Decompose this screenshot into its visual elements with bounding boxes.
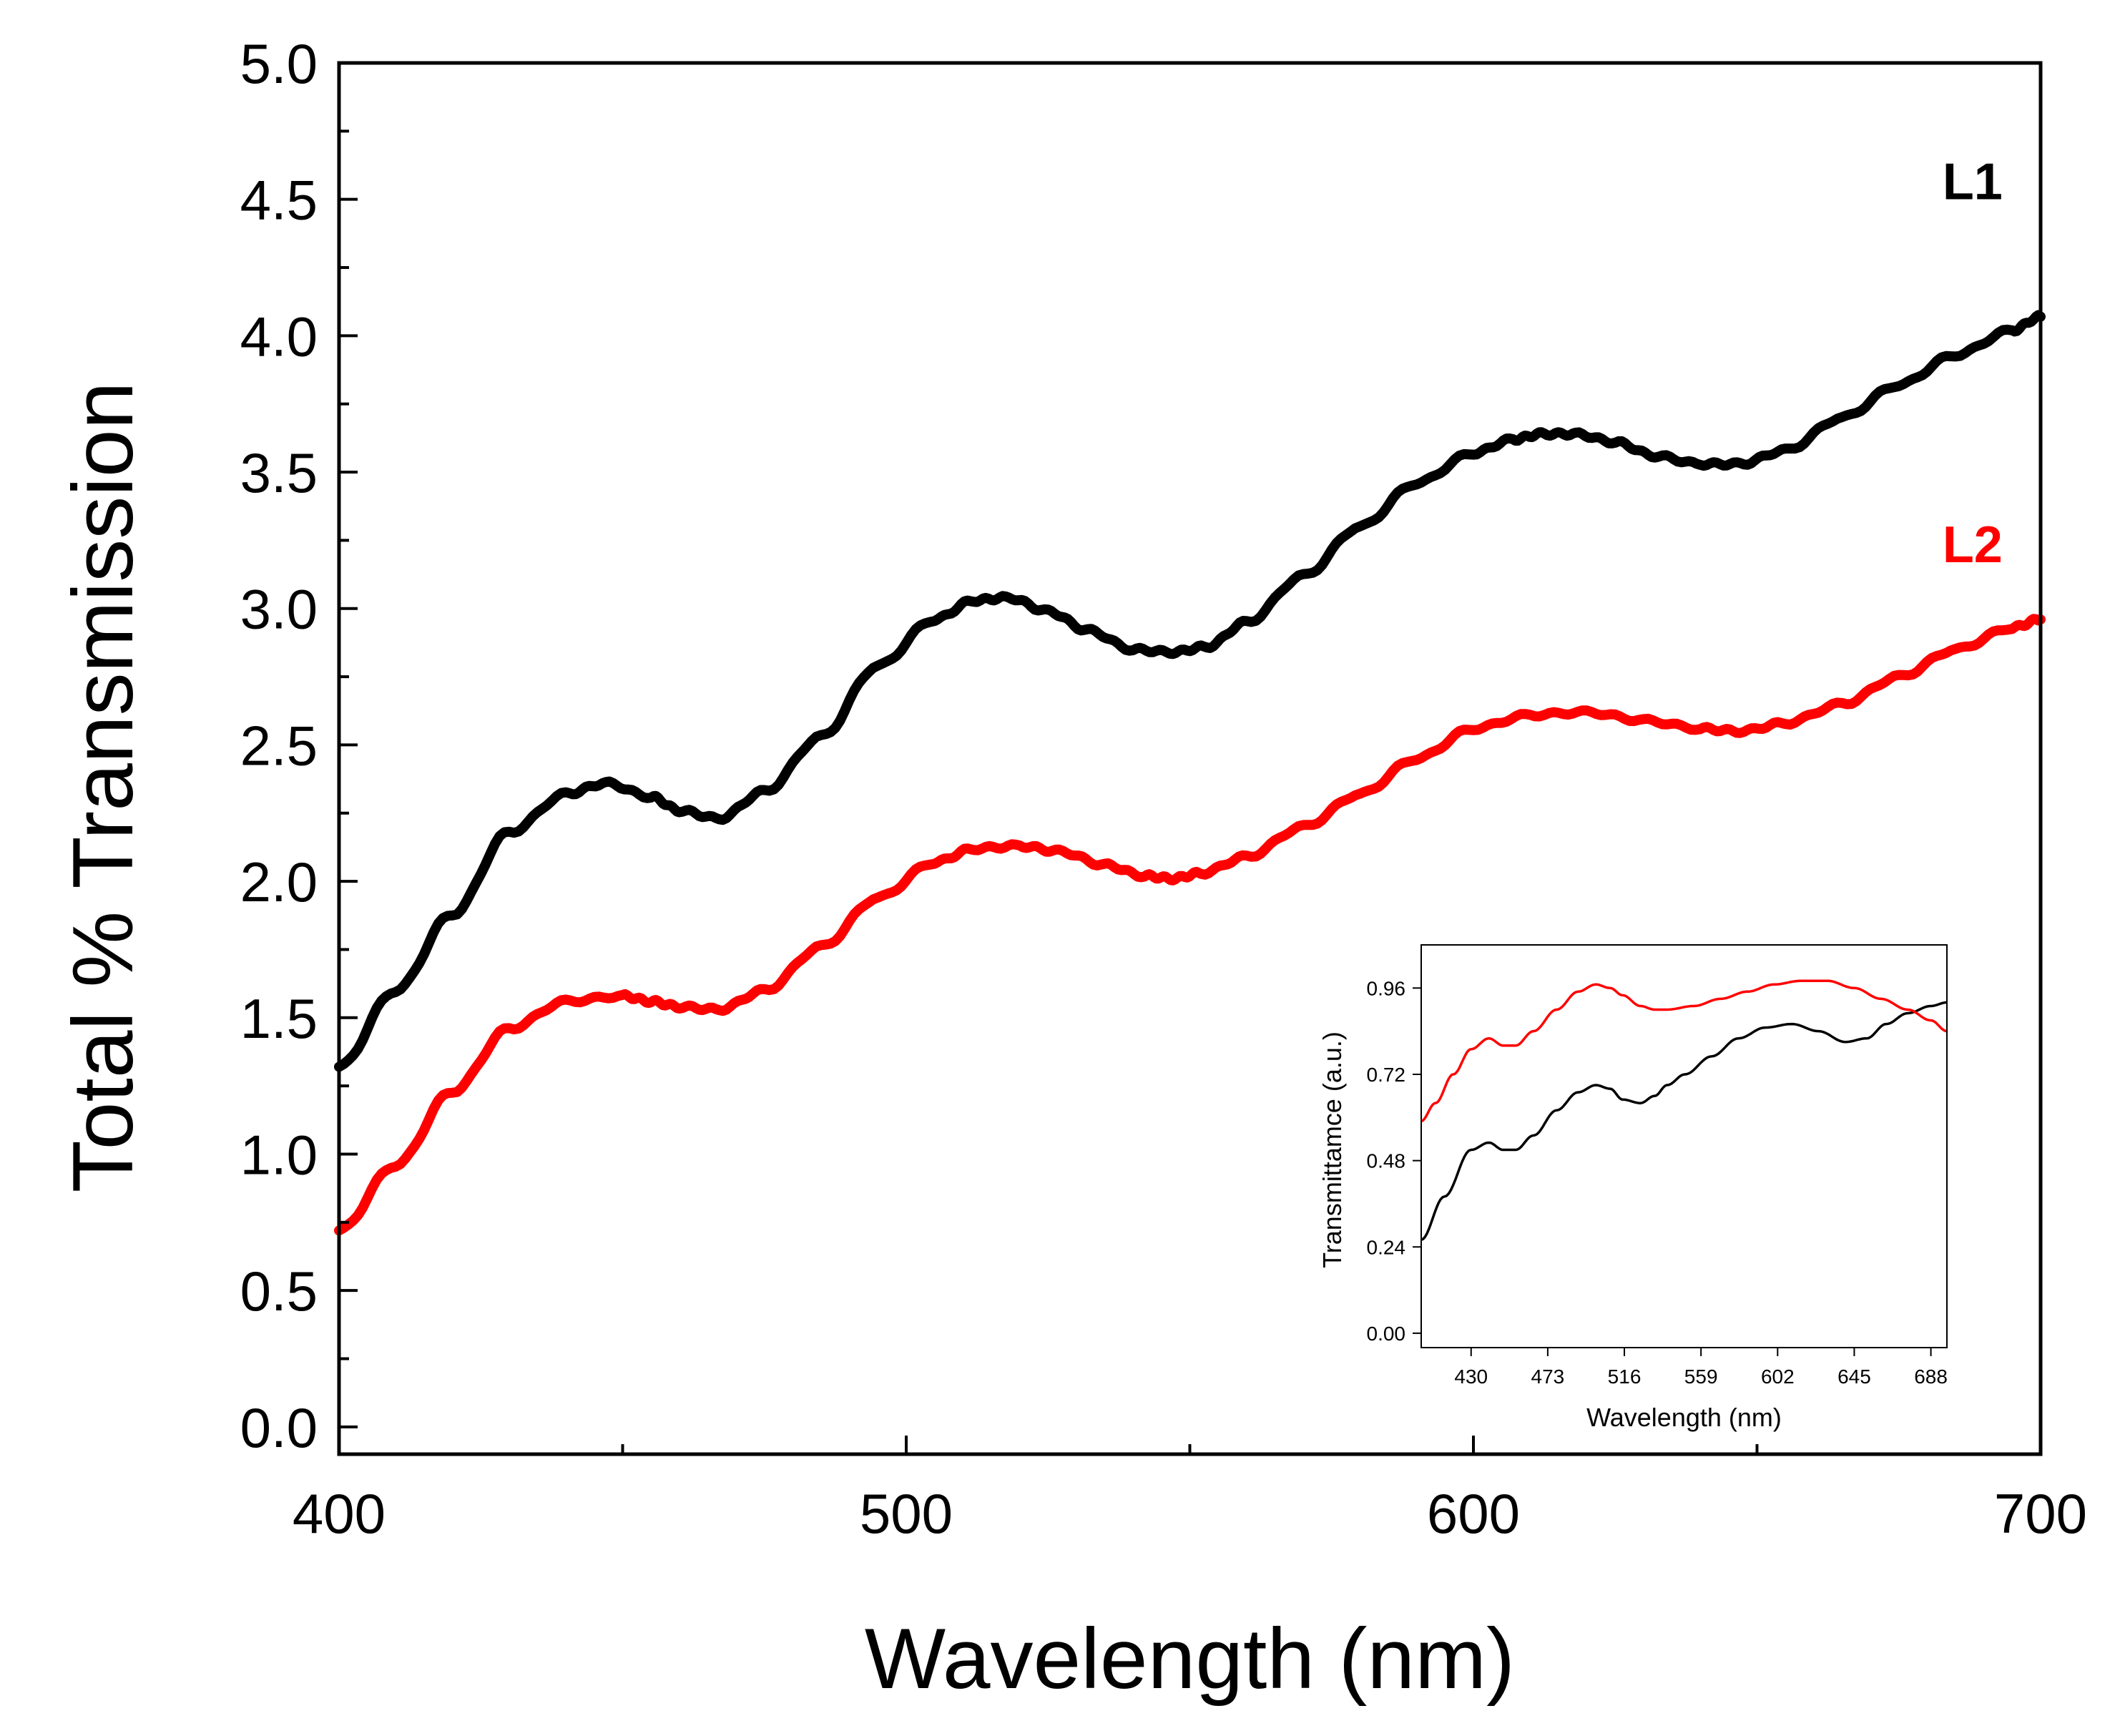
inset-y-tick-label: 0.48	[1367, 1150, 1406, 1172]
y-tick-label: 0.0	[240, 1396, 318, 1459]
inset-y-axis: 0.00 0.24 0.48 0.72 0.96	[1367, 977, 1421, 1345]
inset-x-tick-label: 559	[1684, 1365, 1718, 1388]
inset-y-tick-label: 0.96	[1367, 977, 1406, 999]
inset-y-tick-label: 0.72	[1367, 1064, 1406, 1086]
inset-x-tick-label: 516	[1608, 1365, 1642, 1388]
y-tick-label: 4.5	[240, 169, 318, 232]
inset-x-tick-label: 602	[1761, 1365, 1795, 1388]
y-tick-label: 5.0	[240, 32, 318, 95]
inset-y-tick-label: 0.00	[1367, 1323, 1406, 1345]
main-series-group	[334, 310, 2046, 1236]
main-x-axis-title: Wavelength (nm)	[865, 1611, 1515, 1707]
x-tick-label: 400	[293, 1482, 386, 1545]
y-tick-label: 2.0	[240, 850, 318, 913]
inset-x-axis: 430 473 516 559 602 645 688	[1454, 1348, 1948, 1388]
x-tick-label: 700	[1994, 1482, 2087, 1545]
series-line-l1	[334, 310, 2046, 1072]
inset-x-axis-title: Wavelength (nm)	[1586, 1403, 1782, 1432]
y-tick-label: 1.0	[240, 1123, 318, 1186]
y-tick-label: 3.5	[240, 441, 318, 504]
y-tick-label: 4.0	[240, 305, 318, 368]
inset-y-tick-label: 0.24	[1367, 1236, 1406, 1258]
series-label-l1: L1	[1943, 154, 2003, 211]
main-x-axis: 400 500 600 700	[293, 1436, 2087, 1545]
series-label-l2: L2	[1943, 516, 2003, 574]
main-plot: 400 500 600 700 0.0 0.5 1.0 1.5 2.0 2.5 3.0 3.5 4.0…	[55, 32, 2087, 1707]
x-tick-label: 500	[860, 1482, 953, 1545]
y-tick-label: 2.5	[240, 714, 318, 777]
main-annotations: L1 L2	[1943, 154, 2003, 574]
inset-x-tick-label: 430	[1454, 1365, 1488, 1388]
inset-plot-frame	[1420, 944, 1948, 1348]
inset-plot: 430 473 516 559 602 645 688 0.000.240.480.720.…	[1317, 944, 1948, 1432]
inset-series-group	[1420, 979, 1948, 1241]
x-tick-label: 600	[1427, 1482, 1520, 1545]
y-tick-label: 0.5	[240, 1260, 318, 1323]
y-tick-label: 3.0	[240, 578, 318, 641]
main-y-axis: 0.0 0.5 1.0 1.5 2.0 2.5 3.0 3.5 4.0 4.5 5.0	[240, 32, 358, 1459]
inset-x-tick-label: 645	[1837, 1365, 1871, 1388]
series-line-l2	[334, 614, 2046, 1236]
main-y-axis-title: Total % Transmission	[55, 382, 151, 1193]
inset-y-axis-title: Transmittamce (a.u.)	[1317, 1031, 1347, 1268]
y-tick-label: 1.5	[240, 987, 318, 1050]
inset-series-line-black	[1420, 1001, 1948, 1241]
inset-background	[1421, 945, 1947, 1348]
inset-x-tick-label: 473	[1531, 1365, 1565, 1388]
inset-series-line-red	[1420, 979, 1948, 1123]
inset-x-tick-label: 688	[1914, 1365, 1948, 1388]
